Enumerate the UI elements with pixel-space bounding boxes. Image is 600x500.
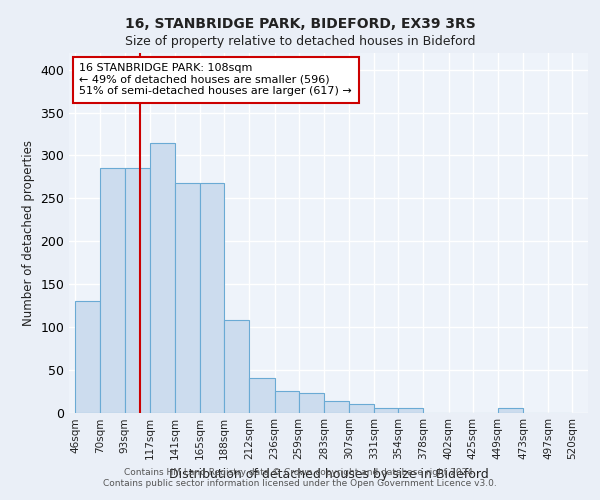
Bar [299, 393, 324, 412]
Bar [275, 391, 299, 412]
Bar [100, 168, 125, 412]
Y-axis label: Number of detached properties: Number of detached properties [22, 140, 35, 326]
Bar [125, 168, 150, 412]
Bar [250, 378, 275, 412]
Bar [75, 301, 100, 412]
Text: Size of property relative to detached houses in Bideford: Size of property relative to detached ho… [125, 35, 475, 48]
Text: Contains HM Land Registry data © Crown copyright and database right 2024.
Contai: Contains HM Land Registry data © Crown c… [103, 468, 497, 487]
Bar [150, 142, 175, 412]
Text: 16 STANBRIDGE PARK: 108sqm
← 49% of detached houses are smaller (596)
51% of sem: 16 STANBRIDGE PARK: 108sqm ← 49% of deta… [79, 64, 352, 96]
Bar [398, 408, 424, 412]
Bar [224, 320, 250, 412]
Text: 16, STANBRIDGE PARK, BIDEFORD, EX39 3RS: 16, STANBRIDGE PARK, BIDEFORD, EX39 3RS [125, 18, 475, 32]
Bar [349, 404, 374, 412]
Bar [200, 183, 224, 412]
X-axis label: Distribution of detached houses by size in Bideford: Distribution of detached houses by size … [169, 468, 488, 481]
Bar [324, 402, 349, 412]
Bar [374, 408, 398, 412]
Bar [175, 183, 200, 412]
Bar [498, 408, 523, 412]
